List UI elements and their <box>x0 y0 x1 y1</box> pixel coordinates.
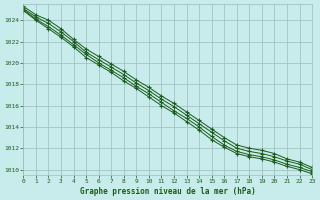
X-axis label: Graphe pression niveau de la mer (hPa): Graphe pression niveau de la mer (hPa) <box>80 187 256 196</box>
